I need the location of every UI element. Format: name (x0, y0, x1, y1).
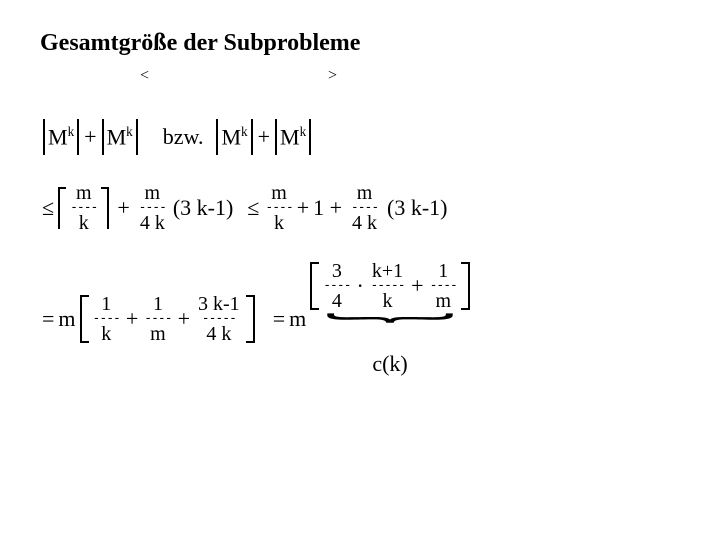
den: k (381, 291, 395, 311)
floor-bar (136, 119, 138, 155)
den: k (77, 213, 91, 233)
M: M (280, 125, 300, 150)
plus: + (84, 124, 96, 150)
plus: + (258, 124, 270, 150)
sup-k: k (241, 124, 248, 139)
floor-bar (309, 119, 311, 155)
den: 4 k (350, 213, 379, 233)
den: 4 k (138, 213, 167, 233)
frac-bar: ---- (350, 205, 379, 211)
relation-row: < > (40, 67, 680, 89)
floor-bar (43, 119, 45, 155)
floor-bar (216, 119, 218, 155)
frac-1-k: 1 ---- k (93, 294, 120, 344)
frac-bar: ---- (144, 316, 171, 322)
frac-row: ≤ m ---- k + m ---- 4 k (3 k-1) ≤ m ----… (40, 183, 680, 233)
frac-bar: ---- (138, 205, 167, 211)
ck-group: 3 ---- 4 · k+1 ----- k + 1 ---- m ︸ c(k) (308, 261, 472, 377)
frac-bar: ---- (323, 283, 350, 289)
frac-3-4: 3 ---- 4 (323, 261, 350, 311)
frac-bar: ---- (430, 283, 457, 289)
le: ≤ (247, 195, 259, 221)
frac-bar: ----- (196, 316, 242, 322)
eq: = (42, 306, 54, 332)
den: k (99, 324, 113, 344)
one-plus: 1 + (313, 195, 342, 221)
frac-m-k: m ---- k (265, 183, 292, 233)
frac-bar: ---- (93, 316, 120, 322)
plus: + (117, 195, 129, 221)
greater-than: > (328, 67, 337, 85)
sup-k: k (68, 124, 75, 139)
den: m (433, 291, 453, 311)
m: m (289, 306, 306, 332)
plus: + (178, 306, 190, 332)
le: ≤ (42, 195, 54, 221)
frac-bar: ---- (70, 205, 97, 211)
frac-1-m: 1 ---- m (430, 261, 457, 311)
floor-bar (102, 119, 104, 155)
factor-3km1: (3 k-1) (387, 195, 447, 221)
eq: = (273, 306, 285, 332)
frac-1-m: 1 ---- m (144, 294, 171, 344)
frac-3km1-4k: 3 k-1 ----- 4 k (196, 294, 242, 344)
den: 4 k (204, 324, 233, 344)
underbrace: ︸ (324, 326, 456, 340)
bracket-right (461, 262, 470, 310)
den: m (148, 324, 168, 344)
bracket-right (246, 295, 255, 343)
bzw: bzw. (163, 124, 204, 150)
mk-row: Mk + Mk bzw. Mk + Mk (40, 119, 680, 155)
factor-3km1: (3 k-1) (173, 195, 233, 221)
ceil-right (101, 187, 109, 229)
den: 4 (330, 291, 344, 311)
final-row: = m 1 ---- k + 1 ---- m + 3 k-1 ----- 4 … (40, 261, 680, 377)
den: k (272, 213, 286, 233)
bracket-left (310, 262, 319, 310)
plus: + (126, 306, 138, 332)
floor-bar (251, 119, 253, 155)
heading: Gesamtgröße der Subprobleme (40, 30, 680, 57)
plus: + (411, 273, 423, 299)
frac-m-4k: m ---- 4 k (350, 183, 379, 233)
floor-bar (275, 119, 277, 155)
plus: + (297, 195, 309, 221)
bracket-left (80, 295, 89, 343)
frac-bar: ---- (265, 205, 292, 211)
m: m (58, 306, 75, 332)
frac-bar: ----- (370, 283, 405, 289)
ck-label: c(k) (372, 351, 407, 377)
M: M (107, 125, 127, 150)
ceil-left (58, 187, 66, 229)
floor-bar (77, 119, 79, 155)
frac-kp1-k: k+1 ----- k (370, 261, 405, 311)
less-than: < (140, 67, 149, 85)
M: M (221, 125, 241, 150)
frac-m-4k: m ---- 4 k (138, 183, 167, 233)
frac-m-k: m ---- k (70, 183, 97, 233)
sup-k: k (300, 124, 307, 139)
sup-k: k (126, 124, 133, 139)
M: M (48, 125, 68, 150)
dot: · (357, 273, 364, 299)
